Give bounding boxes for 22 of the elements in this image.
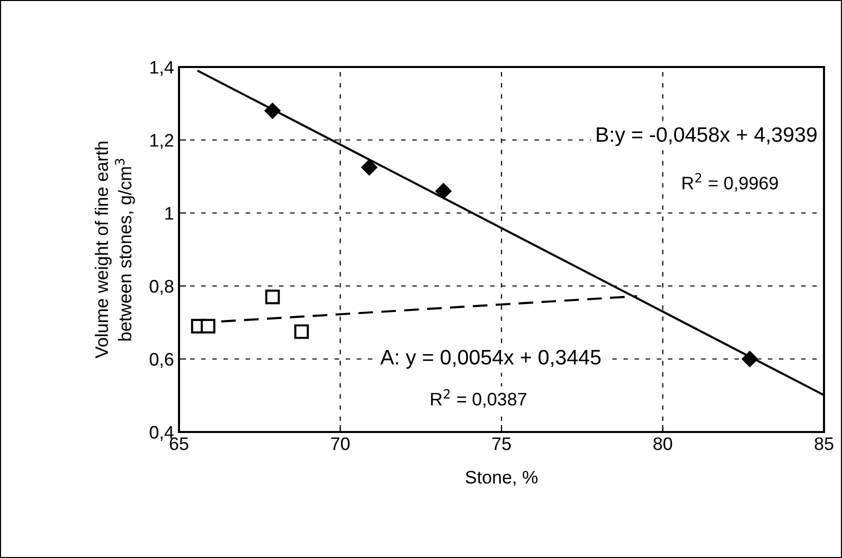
x-tick-label: 85 (814, 437, 834, 450)
point (742, 351, 758, 367)
annotation: A: y = 0,0054x + 0,3445 (380, 350, 601, 369)
point (436, 183, 452, 200)
annotation: B:y = -0,0458x + 4,3939 (596, 127, 817, 146)
point (264, 102, 280, 119)
annotation: R$^{2}$ = 0,9969 (682, 173, 778, 192)
point (294, 324, 309, 339)
point (265, 290, 280, 304)
y-tick-label: 0,6 (150, 352, 174, 368)
y-tick-label: 1 (165, 207, 174, 220)
y-tick-label: 0,8 (150, 280, 174, 295)
point (200, 318, 216, 334)
y-axis-title: Volume weight of fine earth between stones, g/cm$^{3}$ (94, 142, 135, 358)
annotation: R$^{2}$ = 0,0387 (431, 389, 526, 408)
x-tick-label: 80 (653, 437, 672, 450)
y-tick-label: 1,2 (150, 134, 174, 149)
x-tick-label: 70 (331, 437, 350, 450)
x-tick-label: 75 (492, 438, 511, 450)
point (361, 159, 378, 176)
y-tick-label: 1,4 (150, 61, 174, 76)
x-axis-title: Stone, % (466, 470, 538, 486)
